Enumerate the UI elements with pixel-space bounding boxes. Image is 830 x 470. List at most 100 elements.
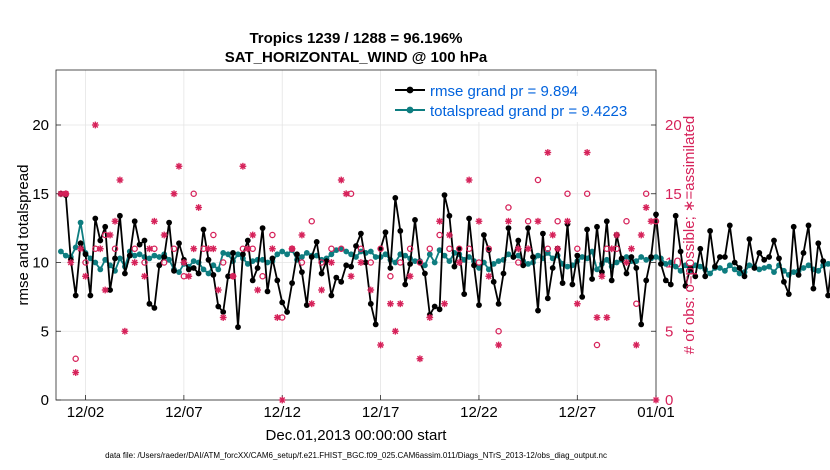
totalspread-point bbox=[166, 256, 173, 263]
obs-assimilated-marker bbox=[549, 231, 557, 239]
obs-assimilated-marker bbox=[426, 314, 434, 321]
totalspread-point bbox=[333, 247, 340, 254]
obs-assimilated-marker bbox=[244, 245, 252, 253]
x-tick-label: 12/12 bbox=[263, 404, 301, 421]
totalspread-point bbox=[299, 254, 305, 260]
totalspread-point bbox=[402, 252, 409, 259]
rmse-point bbox=[279, 299, 286, 306]
rmse-point bbox=[825, 292, 830, 299]
rmse-point bbox=[210, 272, 217, 278]
rmse-point bbox=[195, 270, 202, 277]
obs-assimilated-marker bbox=[195, 204, 203, 211]
obs-assimilated-marker bbox=[436, 217, 444, 225]
obs-possible-marker bbox=[475, 259, 483, 266]
rmse-point bbox=[756, 250, 763, 256]
rmse-point bbox=[594, 223, 600, 230]
totalspread-point bbox=[215, 266, 222, 273]
obs-assimilated-marker bbox=[121, 327, 129, 335]
totalspread-point bbox=[343, 248, 350, 255]
obs-assimilated-marker bbox=[593, 314, 601, 321]
obs-assimilated-marker bbox=[564, 217, 571, 225]
totalspread-point bbox=[348, 251, 354, 258]
ticks: 051015200510152012/0212/0712/1212/1712/2… bbox=[32, 117, 681, 421]
x-tick-label: 12/27 bbox=[559, 404, 597, 421]
rmse-point bbox=[92, 215, 99, 222]
obs-possible-marker bbox=[170, 245, 178, 252]
obs-possible-marker bbox=[219, 259, 227, 266]
y-tick-label: 20 bbox=[32, 117, 49, 134]
rmse-point bbox=[397, 228, 404, 234]
totalspread-point bbox=[466, 254, 472, 260]
rmse-point bbox=[146, 300, 153, 307]
obs-assimilated-marker bbox=[111, 217, 119, 225]
totalspread-point bbox=[220, 250, 227, 256]
axes-box bbox=[55, 69, 657, 401]
obs-assimilated-marker bbox=[146, 245, 153, 253]
totalspread-point bbox=[682, 262, 689, 269]
totalspread-point bbox=[490, 261, 497, 267]
rmse-point bbox=[190, 265, 197, 271]
rmse-point bbox=[658, 261, 664, 267]
rmse-point bbox=[294, 251, 300, 258]
obs-assimilated-marker bbox=[96, 245, 104, 253]
totalspread-point bbox=[771, 269, 777, 275]
obs-assimilated-marker bbox=[116, 176, 124, 184]
obs-possible-marker bbox=[633, 300, 640, 307]
rmse-point bbox=[328, 292, 335, 299]
totalspread-point bbox=[790, 269, 797, 275]
rmse-point bbox=[122, 270, 128, 277]
rmse-point bbox=[303, 302, 310, 308]
rmse-point bbox=[131, 218, 138, 225]
rmse-point bbox=[662, 277, 669, 284]
rmse-point bbox=[608, 277, 615, 284]
rmse-point bbox=[161, 254, 168, 260]
rmse-point bbox=[569, 281, 576, 288]
rmse-point bbox=[382, 229, 389, 236]
totalspread-point bbox=[77, 219, 84, 226]
rmse-point bbox=[599, 269, 605, 275]
rmse-point bbox=[510, 254, 517, 260]
rmse-point bbox=[810, 285, 817, 292]
totalspread-point bbox=[726, 262, 733, 269]
rmse-point bbox=[362, 259, 369, 266]
rmse-point bbox=[136, 241, 143, 248]
obs-assimilated-marker bbox=[632, 341, 640, 349]
obs-possible-marker bbox=[623, 217, 630, 225]
totalspread-point bbox=[97, 266, 104, 273]
totalspread-point bbox=[485, 266, 492, 273]
rmse-point bbox=[274, 277, 281, 284]
totalspread-point bbox=[594, 266, 600, 273]
totalspread-point bbox=[205, 270, 212, 277]
rmse-point bbox=[348, 263, 354, 270]
rmse-point bbox=[308, 254, 315, 260]
obs-assimilated-marker bbox=[254, 286, 262, 294]
rmse-point bbox=[200, 226, 207, 233]
obs-assimilated-marker bbox=[72, 369, 80, 376]
obs-possible-marker bbox=[465, 245, 473, 252]
rmse-point bbox=[741, 273, 748, 280]
obs-assimilated-marker bbox=[623, 259, 630, 266]
rmse-point bbox=[313, 239, 320, 245]
obs-possible-marker bbox=[515, 259, 522, 266]
obs-possible-marker bbox=[328, 245, 335, 252]
obs-assimilated-marker bbox=[239, 162, 247, 170]
obs-possible-marker bbox=[190, 190, 197, 197]
totalspread-point bbox=[613, 259, 620, 266]
obs-possible-marker bbox=[387, 272, 394, 280]
x-tick-label: 01/01 bbox=[637, 404, 675, 421]
rmse-point bbox=[471, 262, 477, 269]
obs-possible-marker bbox=[269, 231, 276, 239]
obs-assimilated-marker bbox=[505, 217, 512, 225]
obs-assimilated-marker bbox=[57, 190, 65, 198]
rmse-point bbox=[367, 300, 374, 307]
rmse-point bbox=[544, 295, 551, 302]
obs-assimilated-marker bbox=[91, 121, 99, 129]
rmse-point bbox=[215, 303, 222, 310]
totalspread-point bbox=[156, 254, 163, 260]
rmse-point bbox=[515, 237, 522, 244]
obs-assimilated-marker bbox=[62, 190, 70, 198]
obs-markers bbox=[57, 121, 660, 404]
rmse-point bbox=[284, 309, 290, 315]
rmse-point bbox=[638, 321, 645, 328]
